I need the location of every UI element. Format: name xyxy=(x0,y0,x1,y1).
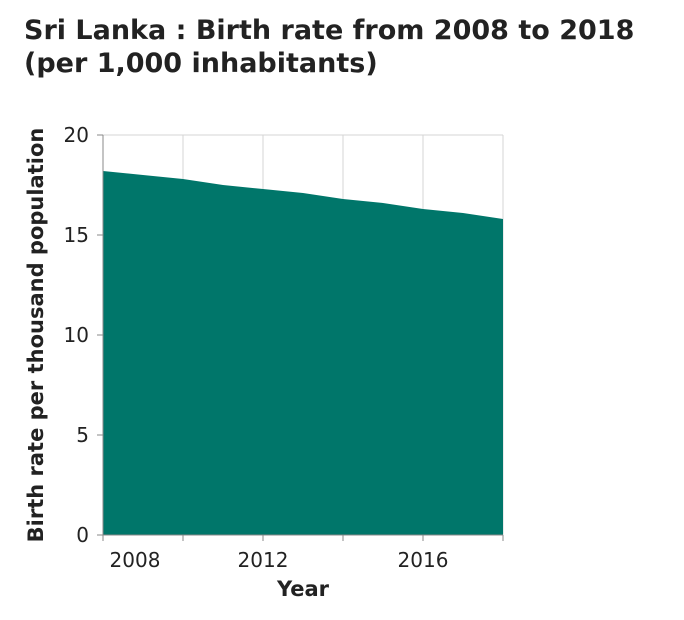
y-tick-label: 5 xyxy=(76,423,89,447)
y-tick-label: 0 xyxy=(76,523,89,547)
x-tick-label: 2012 xyxy=(238,548,289,572)
x-tick-label: 2016 xyxy=(398,548,449,572)
birth-rate-area xyxy=(103,171,503,535)
x-tick-label: 2008 xyxy=(110,548,161,572)
y-tick-label: 15 xyxy=(64,223,89,247)
y-tick-label: 20 xyxy=(64,123,89,147)
y-tick-label: 10 xyxy=(64,323,89,347)
y-axis-title: Birth rate per thousand population xyxy=(24,128,48,543)
x-axis-title: Year xyxy=(276,577,330,601)
